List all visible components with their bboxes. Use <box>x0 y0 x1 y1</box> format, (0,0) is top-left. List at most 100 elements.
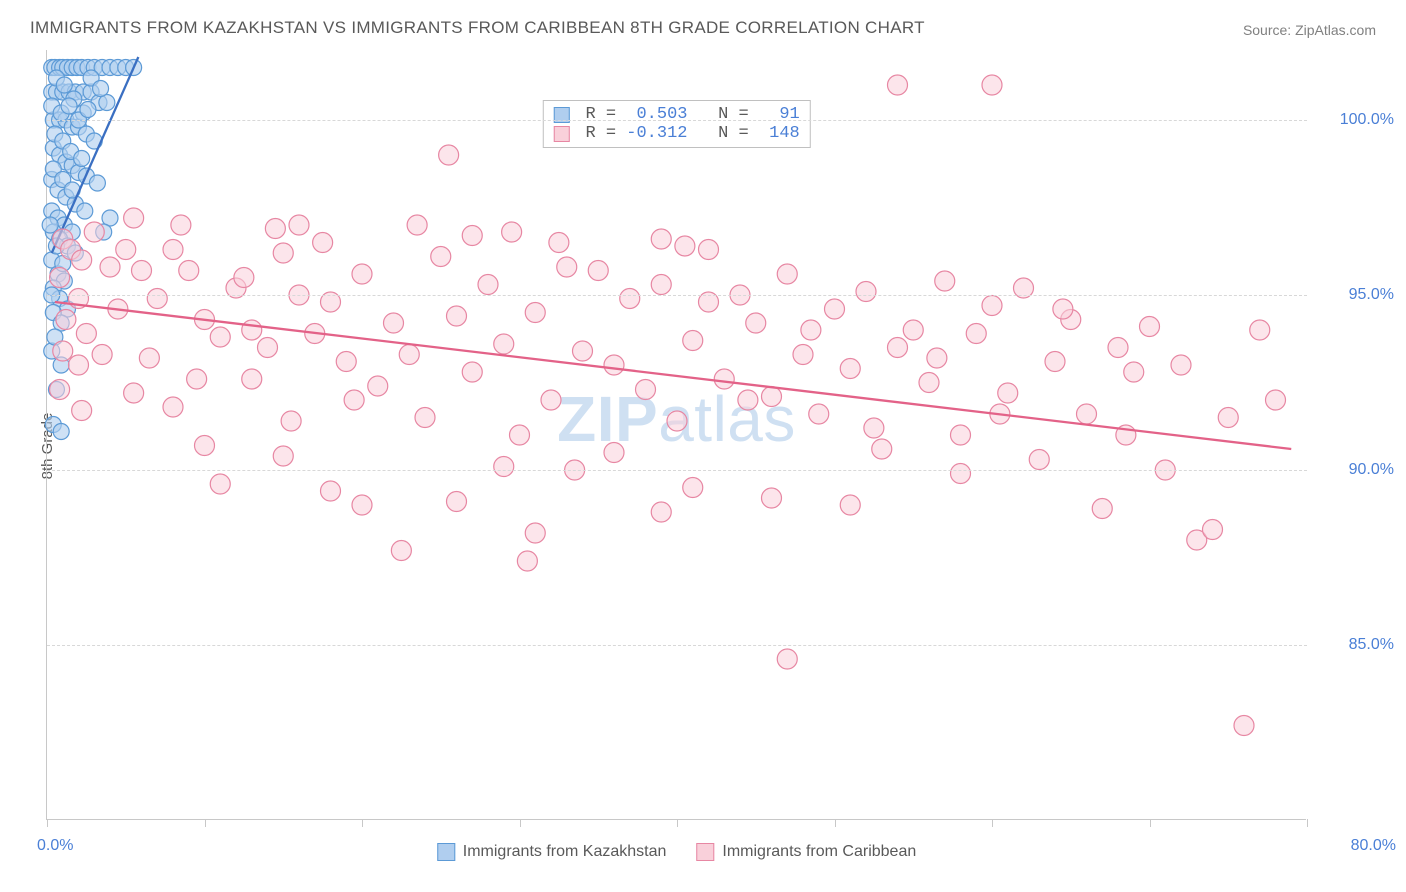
scatter-point <box>1108 338 1128 358</box>
scatter-point <box>344 390 364 410</box>
scatter-point <box>951 464 971 484</box>
scatter-point <box>399 345 419 365</box>
legend-bottom: Immigrants from Kazakhstan Immigrants fro… <box>437 843 916 861</box>
scatter-point <box>809 404 829 424</box>
scatter-point <box>651 502 671 522</box>
x-tick <box>1307 819 1308 827</box>
scatter-point <box>856 282 876 302</box>
scatter-point <box>265 219 285 239</box>
x-tick <box>1150 819 1151 827</box>
x-tick <box>205 819 206 827</box>
gridline <box>47 645 1307 646</box>
legend-item: Immigrants from Caribbean <box>696 843 916 861</box>
scatter-point <box>431 247 451 267</box>
scatter-point <box>714 369 734 389</box>
scatter-point <box>1234 716 1254 736</box>
scatter-point <box>50 268 70 288</box>
scatter-point <box>234 268 254 288</box>
x-tick <box>992 819 993 827</box>
scatter-point <box>872 439 892 459</box>
scatter-point <box>510 425 530 445</box>
scatter-point <box>1140 317 1160 337</box>
scatter-point <box>777 649 797 669</box>
stats-row: R = -0.312 N = 148 <box>553 124 799 143</box>
scatter-point <box>525 303 545 323</box>
scatter-point <box>777 264 797 284</box>
scatter-point <box>281 411 301 431</box>
scatter-point <box>447 492 467 512</box>
scatter-point <box>321 481 341 501</box>
scatter-point <box>517 551 537 571</box>
scatter-point <box>1171 355 1191 375</box>
scatter-point <box>636 380 656 400</box>
scatter-point <box>56 310 76 330</box>
y-tick-label: 90.0% <box>1324 461 1394 479</box>
scatter-point <box>53 341 73 361</box>
scatter-point <box>1250 320 1270 340</box>
scatter-point <box>258 338 278 358</box>
scatter-point <box>864 418 884 438</box>
scatter-point <box>840 359 860 379</box>
scatter-point <box>998 383 1018 403</box>
legend-item: Immigrants from Kazakhstan <box>437 843 667 861</box>
scatter-point <box>888 75 908 95</box>
scatter-point <box>462 362 482 382</box>
scatter-point <box>336 352 356 372</box>
scatter-point <box>89 175 105 191</box>
source-label: Source: ZipAtlas.com <box>1243 22 1376 38</box>
x-tick <box>835 819 836 827</box>
scatter-point <box>746 313 766 333</box>
scatter-point <box>494 334 514 354</box>
scatter-point <box>368 376 388 396</box>
scatter-point <box>683 331 703 351</box>
y-tick-label: 100.0% <box>1324 111 1394 129</box>
scatter-point <box>1203 520 1223 540</box>
scatter-point <box>242 320 262 340</box>
scatter-point <box>69 355 89 375</box>
scatter-point <box>667 411 687 431</box>
x-tick <box>677 819 678 827</box>
scatter-point <box>525 523 545 543</box>
scatter-point <box>242 369 262 389</box>
scatter-point <box>147 289 167 309</box>
scatter-point <box>478 275 498 295</box>
scatter-point <box>699 240 719 260</box>
scatter-point <box>179 261 199 281</box>
scatter-point <box>391 541 411 561</box>
stats-legend-box: R = 0.503 N = 91 R = -0.312 N = 148 <box>542 100 810 148</box>
scatter-point <box>1077 404 1097 424</box>
scatter-point <box>124 383 144 403</box>
scatter-point <box>951 425 971 445</box>
scatter-point <box>273 243 293 263</box>
scatter-point <box>1266 390 1286 410</box>
scatter-point <box>888 338 908 358</box>
scatter-point <box>187 369 207 389</box>
legend-swatch <box>696 843 714 861</box>
gridline <box>47 295 1307 296</box>
scatter-point <box>982 75 1002 95</box>
scatter-point <box>494 457 514 477</box>
scatter-point <box>1218 408 1238 428</box>
x-tick <box>47 819 48 827</box>
scatter-point <box>762 488 782 508</box>
legend-swatch <box>437 843 455 861</box>
y-tick-label: 95.0% <box>1324 286 1394 304</box>
y-tick-label: 85.0% <box>1324 636 1394 654</box>
scatter-point <box>738 390 758 410</box>
scatter-point <box>1053 299 1073 319</box>
scatter-point <box>462 226 482 246</box>
scatter-point <box>651 229 671 249</box>
scatter-point <box>935 271 955 291</box>
scatter-point <box>352 495 372 515</box>
legend-label: Immigrants from Kazakhstan <box>463 843 667 861</box>
stats-row: R = 0.503 N = 91 <box>553 105 799 124</box>
scatter-point <box>801 320 821 340</box>
scatter-point <box>675 236 695 256</box>
scatter-point <box>415 408 435 428</box>
scatter-point <box>919 373 939 393</box>
scatter-point <box>927 348 947 368</box>
scatter-point <box>683 478 703 498</box>
scatter-point <box>74 151 90 167</box>
scatter-svg <box>47 50 1307 820</box>
scatter-point <box>77 203 93 219</box>
